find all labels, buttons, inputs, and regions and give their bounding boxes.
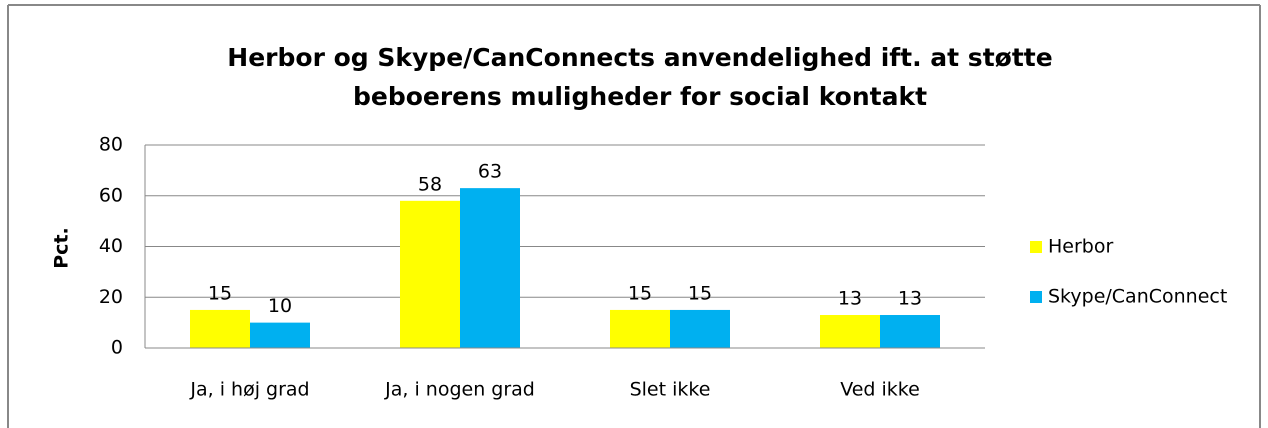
bar [820, 315, 880, 348]
x-tick-label: Ja, i nogen grad [384, 379, 535, 401]
value-label: 10 [268, 295, 292, 317]
legend-swatch [1030, 291, 1042, 303]
bar [880, 315, 940, 348]
value-label: 15 [208, 282, 232, 304]
x-tick-label: Ved ikke [840, 379, 920, 401]
y-axis-label: Pct. [51, 227, 73, 269]
value-label: 63 [478, 161, 502, 183]
bar [670, 309, 730, 348]
y-tick-label: 40 [99, 235, 123, 257]
value-label: 13 [898, 288, 922, 310]
value-label: 13 [838, 288, 862, 310]
y-tick-label: 0 [111, 337, 123, 359]
y-tick-label: 60 [99, 184, 123, 206]
value-label: 58 [418, 173, 442, 195]
bar [400, 200, 460, 348]
bar [250, 322, 310, 348]
y-tick-label: 80 [99, 134, 123, 156]
chart-title: Herbor og Skype/CanConnects anvendelighe… [227, 43, 1053, 111]
legend-label: Skype/CanConnect [1048, 286, 1227, 308]
x-tick-label: Ja, i høj grad [189, 379, 309, 401]
x-tick-label: Slet ikke [630, 379, 711, 401]
value-label: 15 [688, 282, 712, 304]
bar [610, 309, 670, 348]
bar [460, 188, 520, 348]
y-tick-label: 20 [99, 286, 123, 308]
bar [190, 309, 250, 348]
legend-label: Herbor [1048, 236, 1113, 258]
value-label: 15 [628, 282, 652, 304]
legend-swatch [1030, 241, 1042, 253]
